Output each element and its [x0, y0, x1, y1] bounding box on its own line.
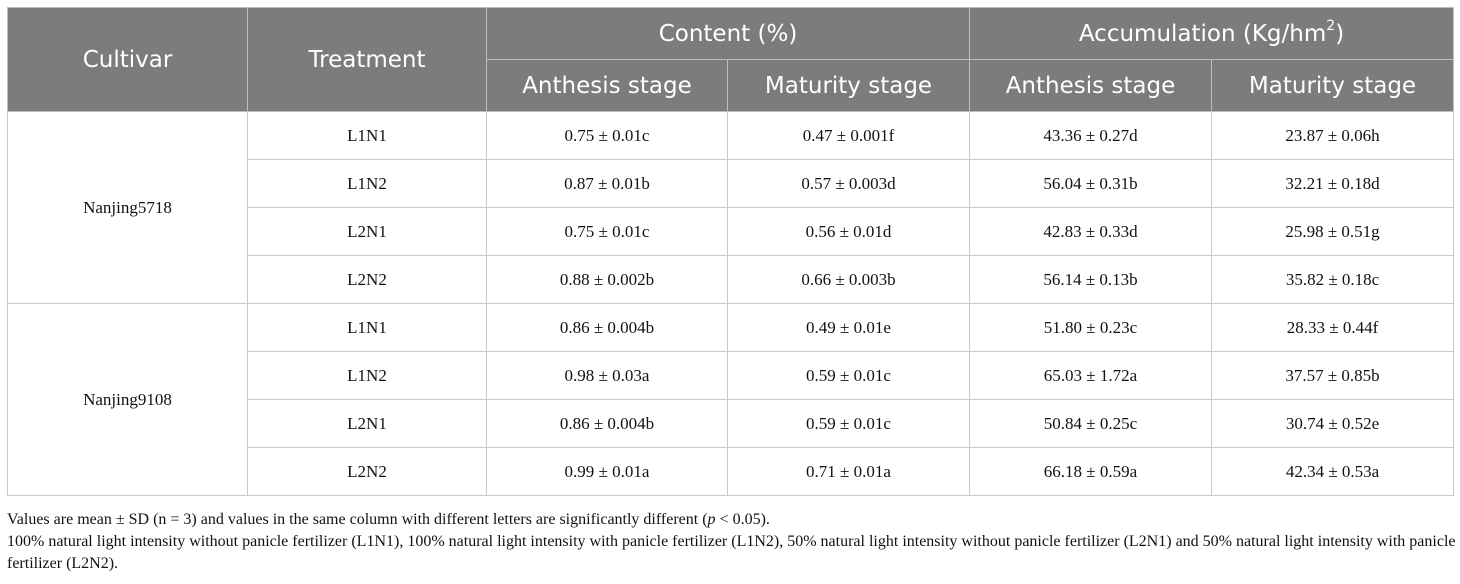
treatment-cell: L1N2: [247, 159, 487, 208]
treatment-cell: L1N1: [247, 303, 487, 352]
footnote-statistics: Values are mean ± SD (n = 3) and values …: [7, 509, 1457, 531]
table-row: L1N2 0.98 ± 0.03a 0.59 ± 0.01c 65.03 ± 1…: [8, 351, 1455, 400]
table-header: Cultivar Treatment Content (%) Accumulat…: [7, 7, 1455, 112]
header-accumulation-sup: 2: [1326, 17, 1336, 34]
footnote-treatments: 100% natural light intensity without pan…: [7, 533, 1456, 572]
content-anthesis-cell: 0.86 ± 0.004b: [486, 399, 728, 448]
content-maturity-cell: 0.57 ± 0.003d: [727, 159, 970, 208]
header-content-maturity: Maturity stage: [727, 59, 970, 112]
content-anthesis-cell: 0.87 ± 0.01b: [486, 159, 728, 208]
treatment-cell: L2N1: [247, 399, 487, 448]
table-row: L2N1 0.75 ± 0.01c 0.56 ± 0.01d 42.83 ± 0…: [8, 207, 1455, 256]
treatment-cell: L1N1: [247, 111, 487, 160]
header-row-top: Cultivar Treatment Content (%) Accumulat…: [7, 7, 1455, 112]
accum-maturity-cell: 25.98 ± 0.51g: [1210, 207, 1455, 256]
footnote-statistics-end: < 0.05).: [715, 511, 770, 528]
table-row: Nanjing9108 L1N1 0.86 ± 0.004b 0.49 ± 0.…: [7, 303, 1455, 496]
header-accumulation-prefix: Accumulation (Kg/hm: [1078, 20, 1327, 47]
header-treatment: Treatment: [247, 7, 487, 112]
accum-maturity-cell: 30.74 ± 0.52e: [1210, 399, 1455, 448]
accum-maturity-cell: 32.21 ± 0.18d: [1210, 159, 1455, 208]
table-row: L2N2 0.99 ± 0.01a 0.71 ± 0.01a 66.18 ± 0…: [8, 447, 1455, 496]
header-accum-anthesis: Anthesis stage: [969, 59, 1212, 112]
table-footnotes: Values are mean ± SD (n = 3) and values …: [7, 509, 1457, 575]
content-anthesis-cell: 0.86 ± 0.004b: [486, 303, 728, 352]
content-anthesis-cell: 0.98 ± 0.03a: [486, 351, 728, 400]
data-table: Cultivar Treatment Content (%) Accumulat…: [7, 7, 1455, 496]
content-anthesis-cell: 0.99 ± 0.01a: [486, 447, 728, 496]
cultivar-cell: Nanjing5718: [7, 111, 248, 304]
table-row: L2N2 0.88 ± 0.002b 0.66 ± 0.003b 56.14 ±…: [8, 255, 1455, 304]
table-row: L2N1 0.86 ± 0.004b 0.59 ± 0.01c 50.84 ± …: [8, 399, 1455, 448]
accum-maturity-cell: 28.33 ± 0.44f: [1210, 303, 1455, 352]
treatment-cell: L2N2: [247, 255, 487, 304]
header-row-sub: Anthesis stage Maturity stage Anthesis s…: [8, 59, 1455, 112]
accum-anthesis-cell: 42.83 ± 0.33d: [969, 207, 1212, 256]
content-maturity-cell: 0.59 ± 0.01c: [727, 351, 970, 400]
accum-anthesis-cell: 51.80 ± 0.23c: [969, 303, 1212, 352]
content-anthesis-cell: 0.75 ± 0.01c: [486, 207, 728, 256]
cultivar-cell: Nanjing9108: [7, 303, 248, 496]
header-cultivar: Cultivar: [7, 7, 248, 112]
content-maturity-cell: 0.49 ± 0.01e: [727, 303, 970, 352]
content-anthesis-cell: 0.88 ± 0.002b: [486, 255, 728, 304]
header-content: Content (%): [486, 7, 970, 60]
table-row: Nanjing5718 L1N1 0.75 ± 0.01c 0.47 ± 0.0…: [7, 111, 1455, 304]
content-maturity-cell: 0.47 ± 0.001f: [727, 111, 970, 160]
header-accum-maturity: Maturity stage: [1210, 59, 1455, 112]
accum-maturity-cell: 23.87 ± 0.06h: [1210, 111, 1455, 160]
header-accumulation-suffix: ): [1335, 20, 1345, 47]
treatment-cell: L2N2: [247, 447, 487, 496]
accum-anthesis-cell: 56.14 ± 0.13b: [969, 255, 1212, 304]
table-body: Nanjing5718 L1N1 0.75 ± 0.01c 0.47 ± 0.0…: [7, 111, 1455, 496]
header-accumulation: Accumulation (Kg/hm2): [968, 7, 1455, 60]
content-maturity-cell: 0.56 ± 0.01d: [727, 207, 970, 256]
content-anthesis-cell: 0.75 ± 0.01c: [486, 111, 728, 160]
content-maturity-cell: 0.66 ± 0.003b: [727, 255, 970, 304]
accum-anthesis-cell: 65.03 ± 1.72a: [969, 351, 1212, 400]
footnote-p-symbol: p: [707, 511, 716, 528]
accum-maturity-cell: 35.82 ± 0.18c: [1210, 255, 1455, 304]
accum-anthesis-cell: 50.84 ± 0.25c: [969, 399, 1212, 448]
content-maturity-cell: 0.71 ± 0.01a: [727, 447, 970, 496]
accum-maturity-cell: 42.34 ± 0.53a: [1210, 447, 1455, 496]
accum-anthesis-cell: 43.36 ± 0.27d: [969, 111, 1212, 160]
footnote-statistics-text: Values are mean ± SD (n = 3) and values …: [7, 511, 708, 528]
content-maturity-cell: 0.59 ± 0.01c: [727, 399, 970, 448]
treatment-cell: L2N1: [247, 207, 487, 256]
accum-anthesis-cell: 66.18 ± 0.59a: [969, 447, 1212, 496]
header-content-anthesis: Anthesis stage: [486, 59, 728, 112]
treatment-cell: L1N2: [247, 351, 487, 400]
accum-anthesis-cell: 56.04 ± 0.31b: [969, 159, 1212, 208]
accum-maturity-cell: 37.57 ± 0.85b: [1210, 351, 1455, 400]
